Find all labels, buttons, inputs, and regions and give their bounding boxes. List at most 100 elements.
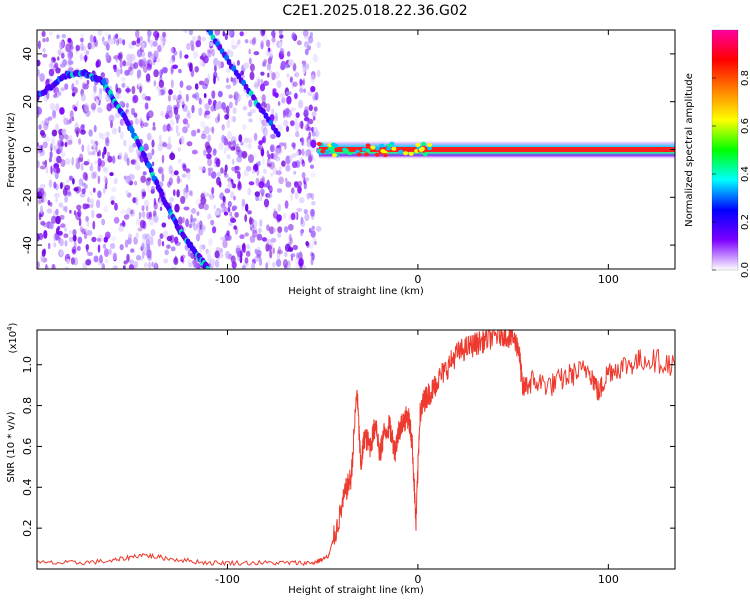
noise-speck	[69, 110, 74, 119]
noise-speck	[197, 35, 202, 43]
noise-speck	[173, 189, 176, 197]
noise-speck	[161, 222, 167, 228]
noise-speck	[118, 225, 125, 232]
noise-speck	[296, 40, 302, 46]
noise-speck	[87, 151, 94, 156]
noise-speck	[248, 48, 251, 55]
noise-speck	[208, 171, 212, 177]
noise-speck	[308, 243, 314, 250]
noise-speck	[159, 233, 164, 239]
noise-speck	[159, 206, 163, 211]
noise-speck	[90, 162, 94, 169]
noise-speck	[230, 216, 235, 223]
noise-speck	[247, 112, 251, 117]
noise-speck	[144, 102, 149, 110]
noise-speck	[250, 109, 257, 114]
noise-speck	[53, 181, 57, 189]
noise-speck	[168, 58, 175, 65]
noise-speck	[310, 193, 315, 200]
noise-speck	[61, 151, 66, 158]
noise-speck	[170, 67, 174, 75]
noise-speck	[224, 188, 231, 194]
noise-speck	[141, 211, 146, 218]
noise-speck	[306, 139, 313, 148]
noise-speck	[174, 236, 179, 244]
noise-speck	[236, 156, 243, 163]
noise-speck	[279, 34, 284, 39]
noise-speck	[195, 40, 202, 48]
noise-speck	[226, 67, 231, 74]
noise-speck	[186, 171, 191, 180]
snr-x-tick-label: 0	[414, 573, 421, 586]
noise-speck	[214, 259, 220, 268]
noise-speck	[49, 151, 53, 159]
noise-speck	[95, 199, 101, 209]
noise-speck	[43, 94, 49, 102]
noise-speck	[131, 40, 137, 46]
noise-speck	[153, 80, 157, 87]
noise-speck	[83, 161, 90, 166]
noise-speck	[274, 92, 279, 98]
noise-speck	[60, 39, 65, 48]
noise-speck	[158, 79, 165, 88]
noise-speck	[300, 120, 304, 130]
noise-speck	[287, 223, 294, 231]
colorbar-swatch	[712, 30, 738, 270]
noise-speck	[203, 149, 207, 157]
noise-speck	[204, 103, 210, 111]
noise-speck	[50, 59, 54, 67]
noise-speck	[149, 39, 154, 48]
snr-x-tick-label: -100	[215, 573, 240, 586]
noise-speck	[79, 226, 84, 232]
noise-speck	[269, 161, 275, 170]
noise-speck	[202, 51, 207, 57]
noise-speck	[102, 151, 105, 159]
noise-speck	[37, 199, 42, 205]
snr-multiplier: (x104)	[6, 322, 19, 353]
noise-speck	[200, 133, 207, 140]
noise-speck	[286, 73, 290, 78]
noise-speck	[89, 40, 96, 50]
snr-y-tick-label: 0.8	[21, 397, 34, 415]
noise-speck	[146, 132, 152, 141]
noise-speck	[111, 127, 117, 135]
noise-speck	[133, 62, 139, 69]
noise-speck	[262, 183, 269, 188]
noise-speck	[249, 63, 255, 72]
noise-speck	[226, 77, 229, 84]
noise-speck	[40, 220, 46, 226]
noise-speck	[75, 161, 81, 170]
noise-speck	[186, 122, 190, 129]
noise-speck	[97, 244, 101, 253]
noise-speck	[268, 226, 275, 235]
noise-speck	[179, 98, 185, 105]
noise-speck	[110, 236, 117, 242]
noise-speck	[186, 43, 191, 50]
spectrogram-marks	[37, 30, 675, 269]
noise-speck	[146, 249, 152, 259]
noise-speck	[166, 143, 172, 150]
noise-speck	[182, 164, 187, 172]
noise-speck	[280, 60, 287, 70]
noise-speck	[176, 116, 179, 124]
noise-speck	[102, 36, 105, 45]
noise-speck	[160, 68, 164, 75]
noise-speck	[228, 50, 234, 58]
noise-speck	[73, 106, 78, 112]
noise-speck	[191, 129, 197, 137]
noise-speck	[223, 169, 227, 176]
noise-speck	[92, 150, 96, 156]
carrier-speck	[374, 152, 380, 157]
noise-speck	[223, 211, 229, 216]
noise-speck	[147, 184, 150, 193]
noise-speck	[279, 92, 285, 98]
noise-speck	[213, 204, 216, 209]
snr-plot-area	[37, 330, 675, 569]
noise-speck	[93, 84, 97, 94]
noise-speck	[71, 246, 77, 255]
noise-speck	[220, 203, 225, 209]
noise-speck	[190, 190, 193, 197]
noise-speck	[126, 157, 130, 166]
noise-speck	[118, 53, 123, 62]
noise-speck	[55, 103, 60, 111]
